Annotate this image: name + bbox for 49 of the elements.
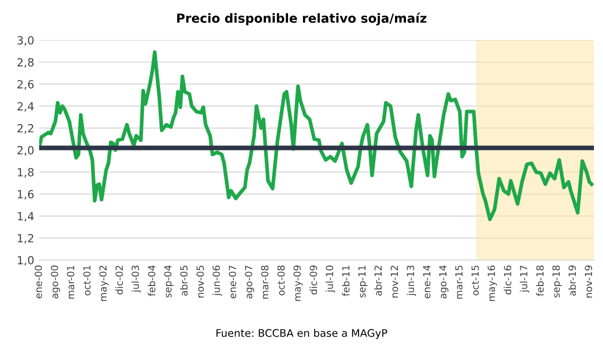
x-tick-label: jul-17 — [520, 266, 530, 292]
x-tick-label: feb-11 — [342, 266, 350, 296]
x-tick-label: jul-10 — [326, 266, 336, 292]
x-tick-label: nov-19 — [584, 266, 592, 298]
x-tick-label: ago-14 — [439, 265, 448, 298]
y-tick-label: 2,4 — [17, 102, 34, 112]
x-tick-label: may-02 — [99, 266, 109, 301]
x-tick-label: oct-01 — [83, 266, 91, 296]
x-tick-label: ene-14 — [423, 265, 430, 298]
x-tick-label: jul-03 — [131, 266, 141, 292]
y-tick-label: 2,2 — [17, 124, 34, 134]
x-tick-label: oct-15 — [472, 266, 479, 296]
y-tick-label: 3,0 — [18, 36, 34, 46]
x-tick-label: oct-08 — [277, 266, 285, 296]
y-tick-label: 2,6 — [17, 80, 34, 90]
x-tick-label: dic-02 — [115, 266, 123, 294]
x-tick-label: may-09 — [293, 266, 303, 301]
x-tick-label: abr-12 — [374, 266, 382, 296]
x-tick-label: nov-05 — [196, 266, 204, 298]
x-tick-label: dic-09 — [310, 266, 318, 294]
y-tick-label: 1,2 — [18, 234, 34, 244]
x-tick-label: ene-07 — [228, 266, 236, 298]
x-tick-label: ago-07 — [244, 266, 254, 298]
x-tick-label: abr-05 — [180, 266, 188, 296]
x-tick-label: mar-15 — [455, 266, 463, 299]
y-tick-label: 1,8 — [18, 168, 34, 178]
x-tick-label: ago-00 — [50, 266, 60, 298]
x-tick-label: feb-18 — [536, 266, 544, 296]
source-note: Fuente: BCCBA en base a MAGyP — [216, 328, 388, 339]
x-tick-label: abr-19 — [568, 266, 576, 296]
line-series — [39, 50, 594, 222]
x-tick-label: feb-04 — [148, 265, 156, 296]
y-tick-label: 1,4 — [18, 212, 34, 222]
y-tick-label: 1,0 — [18, 256, 34, 266]
x-tick-label: sep-04 — [164, 265, 174, 298]
x-tick-label: mar-01 — [66, 266, 74, 299]
y-tick-label: 1,6 — [18, 190, 34, 200]
x-tick-label: ene-00 — [34, 266, 42, 298]
x-tick-label: dic-16 — [504, 265, 512, 294]
x-tick-label: jun-06 — [212, 265, 222, 296]
x-tick-label: sep-11 — [358, 266, 368, 298]
y-tick-label: 2,8 — [17, 58, 34, 68]
x-tick-label: nov-12 — [390, 266, 398, 298]
y-tick-label: 2,0 — [17, 146, 34, 156]
x-tick-label: mar-08 — [261, 266, 268, 299]
chart-title: Precio disponible relativo soja/maíz — [177, 12, 426, 26]
x-tick-label: may-16 — [488, 265, 497, 301]
x-tick-label: sep-18 — [552, 266, 562, 298]
x-tick-label: jun-13 — [406, 266, 416, 296]
